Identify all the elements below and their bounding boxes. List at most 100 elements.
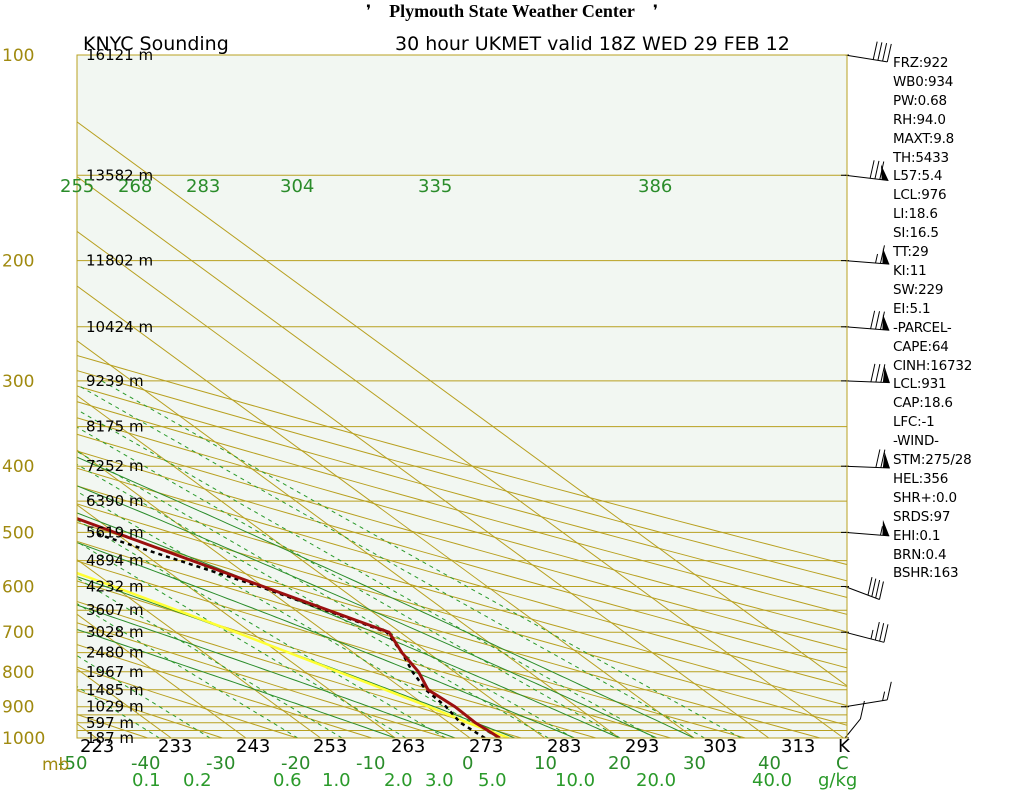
celsius-tick-label: -30: [206, 753, 235, 774]
index-item: -PARCEL-: [893, 319, 952, 336]
isotherm-line: [77, 230, 770, 738]
parcel-profile-line: [77, 571, 510, 738]
mixing-ratio-line: [77, 541, 407, 738]
dry-adiabat-line: [77, 540, 746, 738]
wind-barb-half: [875, 253, 879, 264]
theta-label: 335: [418, 176, 452, 197]
mixing-ratio-line: [77, 450, 574, 738]
isotherm-line: [77, 504, 396, 738]
mixing-ratio-tick-label: 1.0: [322, 770, 351, 791]
wind-barb-full: [886, 681, 892, 700]
kelvin-tick-label: 233: [158, 736, 192, 757]
dry-adiabat-line: [77, 370, 847, 582]
moist-adiabat-line: [77, 628, 396, 738]
mixing-ratio-tick-label: 0.1: [132, 770, 161, 791]
wind-barb: [841, 310, 890, 331]
wind-barb-full: [878, 581, 884, 600]
dry-adiabat-line: [77, 385, 847, 598]
index-item: MAXT:9.8: [893, 130, 955, 147]
height-label: 16121 m: [86, 46, 153, 64]
mixing-ratio-tick-label: 2.0: [384, 770, 413, 791]
wind-barb-staff: [844, 531, 890, 537]
pressure-label: 1000: [2, 729, 45, 749]
wind-barb-full: [870, 363, 876, 383]
mixing-ratio-tick-label: 10.0: [555, 770, 595, 791]
index-item: KI:11: [893, 262, 927, 279]
index-item: STM:275/28: [893, 452, 972, 469]
celsius-tick-label: -50: [58, 753, 87, 774]
wind-barb-half: [870, 629, 874, 640]
wind-barb-full: [874, 160, 880, 179]
kelvin-tick-label: 293: [625, 736, 659, 757]
moist-adiabat-line: [77, 512, 620, 738]
chart-title-right: 30 hour UKMET valid 18Z WED 29 FEB 12: [395, 33, 790, 55]
wind-barb: [841, 519, 890, 537]
theta-label: 268: [118, 176, 152, 197]
theta-label: 255: [60, 176, 94, 197]
wind-barb-staff: [844, 326, 890, 331]
pressure-label: 600: [2, 577, 34, 597]
wind-barb-full: [867, 577, 873, 596]
kelvin-tick-label: 223: [80, 736, 114, 757]
index-item: TT:29: [893, 244, 929, 261]
celsius-tick-label: 0: [462, 753, 473, 774]
mixing-ratio-tick-label: 0.2: [183, 770, 212, 791]
index-item: L57:5.4: [893, 168, 943, 185]
isotherm-line: [77, 121, 847, 687]
moist-adiabat-line: [77, 456, 695, 738]
celsius-tick-label: -20: [281, 753, 310, 774]
dry-adiabat-line: [77, 600, 522, 738]
isotherm-line: [77, 613, 247, 738]
isotherm-line: [77, 175, 844, 738]
wind-barb-full: [877, 42, 883, 61]
celsius-tick-label: 10: [534, 753, 557, 774]
wind-barb-full: [883, 624, 889, 643]
index-item: HEL:356: [893, 470, 949, 487]
dry-adiabat-line: [77, 354, 847, 566]
mixing-ratio-unit-label: g/kg: [818, 770, 857, 791]
pressure-label: 200: [2, 252, 34, 272]
profiles: [77, 516, 510, 738]
wind-barb-half: [882, 691, 886, 701]
wind-barb: [841, 245, 890, 265]
plot-border: [76, 54, 848, 739]
index-item: SRDS:97: [893, 508, 951, 525]
dry-adiabat-line: [77, 433, 847, 651]
dry-adiabat-line: [77, 485, 847, 707]
wind-barb-full: [870, 310, 876, 329]
dewpoint-profile-line: [91, 531, 486, 738]
height-label: 187 m: [86, 729, 134, 747]
index-item: LFC:-1: [893, 414, 935, 431]
wind-barb-staff: [844, 465, 890, 469]
wind-barb-full: [880, 364, 886, 383]
height-label: 5619 m: [86, 523, 144, 541]
height-label: 1485 m: [86, 681, 144, 699]
kelvin-tick-label: 283: [547, 736, 581, 757]
dry-adiabat-line: [77, 401, 847, 615]
pressure-label: 400: [2, 457, 34, 477]
wind-barb-staff: [844, 174, 889, 182]
chart-title-left: KNYC Sounding: [83, 33, 229, 55]
wind-barb-half: [879, 526, 883, 536]
index-item: LI:18.6: [893, 206, 938, 223]
index-item: BRN:0.4: [893, 546, 947, 563]
index-item: LCL:931: [893, 376, 947, 393]
pressure-label: 300: [2, 372, 34, 392]
wind-barb-full: [879, 161, 885, 180]
height-label: 3607 m: [86, 601, 144, 619]
temperature-profile-line: [77, 516, 501, 738]
mixing-ratio-line: [77, 409, 655, 738]
kelvin-tick-label: 253: [313, 736, 347, 757]
celsius-tick-label: -10: [356, 753, 385, 774]
wind-barb-full: [875, 311, 881, 330]
wind-barb-staff: [844, 699, 888, 708]
celsius-tick-label: 30: [683, 753, 706, 774]
height-label: 3028 m: [86, 623, 144, 641]
mixing-ratio-tick-label: 20.0: [636, 770, 676, 791]
wind-barb-staff: [844, 586, 880, 600]
kelvin-tick-label: 243: [236, 736, 270, 757]
wind-barb: [841, 577, 884, 600]
index-item: CAPE:64: [893, 338, 949, 355]
wind-barb-full: [872, 41, 878, 60]
